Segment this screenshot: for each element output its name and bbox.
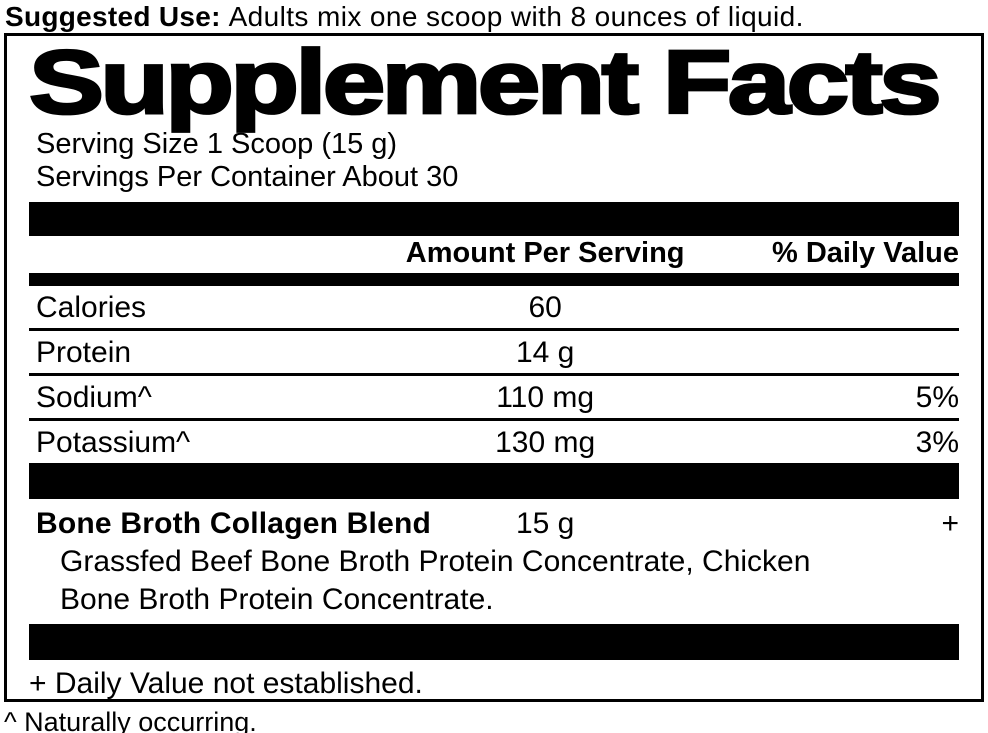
separator-bar-bottom (29, 624, 959, 660)
nutrient-daily-value: 3% (915, 426, 959, 459)
suggested-use-label: Suggested Use: (5, 1, 221, 32)
nutrient-amount: 110 mg (496, 381, 595, 414)
nutrient-row-sodium: Sodium^ 110 mg 5% (29, 376, 959, 421)
panel-title: Supplement Facts (27, 33, 943, 133)
blend-ingredients-line1: Grassfed Beef Bone Broth Protein Concent… (60, 545, 811, 578)
nutrient-name: Potassium^ (36, 426, 191, 459)
nutrient-amount: 60 (528, 291, 562, 324)
daily-value-header: % Daily Value (772, 237, 959, 269)
nutrient-name: Calories (36, 291, 147, 324)
panel-inner: Supplement Facts Serving Size 1 Scoop (1… (27, 37, 959, 700)
serving-size: Serving Size 1 Scoop (15 g) (36, 128, 398, 160)
blend-ingredients: Grassfed Beef Bone Broth Protein Concent… (29, 543, 959, 619)
amount-per-serving-header: Amount Per Serving (405, 237, 685, 269)
separator-bar-blend (29, 463, 959, 499)
blend-name: Bone Broth Collagen Blend (36, 507, 431, 540)
nutrient-name: Sodium^ (36, 381, 152, 414)
table-header-row: Amount Per Serving % Daily Value (29, 236, 959, 273)
nutrient-name: Protein (36, 336, 132, 369)
nutrient-row-protein: Protein 14 g (29, 331, 959, 376)
separator-bar-top (29, 202, 959, 236)
nutrient-row-potassium: Potassium^ 130 mg 3% (29, 421, 959, 463)
suggested-use-text: Adults mix one scoop with 8 ounces of li… (228, 1, 804, 32)
supplement-facts-panel: Supplement Facts Serving Size 1 Scoop (1… (4, 33, 984, 702)
naturally-occurring-note: ^ Naturally occurring. (4, 707, 257, 733)
separator-bar-header (29, 273, 959, 286)
blend-row: Bone Broth Collagen Blend 15 g + (29, 499, 959, 541)
blend-amount: 15 g (515, 507, 575, 540)
servings-per-container: Servings Per Container About 30 (36, 161, 459, 193)
nutrient-row-calories: Calories 60 (29, 286, 959, 331)
blend-ingredients-line2: Bone Broth Protein Concentrate. (60, 583, 494, 616)
nutrient-amount: 130 mg (495, 426, 596, 459)
nutrient-amount: 14 g (515, 336, 575, 369)
daily-value-footnote: + Daily Value not established. (29, 667, 423, 700)
nutrient-daily-value: 5% (915, 381, 959, 414)
blend-daily-value: + (941, 507, 959, 540)
suggested-use-line: Suggested Use: Adults mix one scoop with… (0, 0, 988, 33)
